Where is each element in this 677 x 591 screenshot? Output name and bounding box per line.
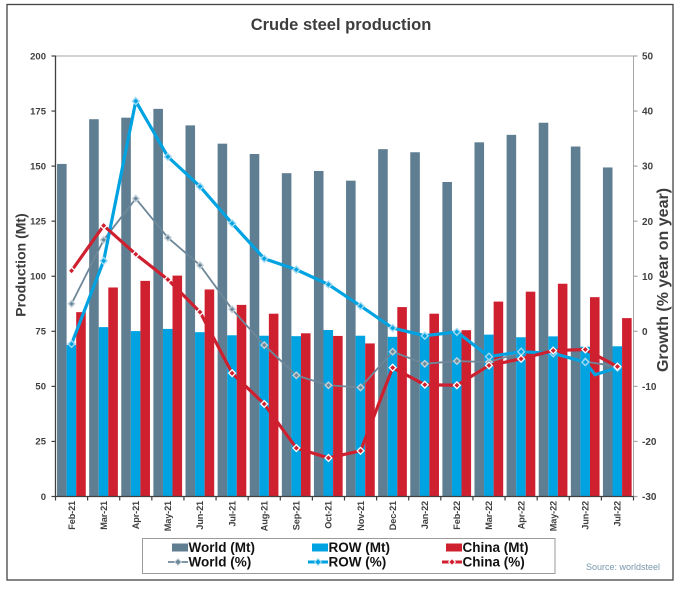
svg-text:-20: -20: [642, 437, 657, 448]
svg-text:10: 10: [642, 272, 654, 283]
svg-text:Jul-22: Jul-22: [613, 501, 623, 527]
svg-text:China (%): China (%): [463, 555, 525, 570]
svg-text:25: 25: [35, 437, 46, 448]
svg-text:Production (Mt): Production (Mt): [13, 213, 29, 316]
svg-text:Source: worldsteel: Source: worldsteel: [586, 562, 660, 572]
svg-text:Oct-21: Oct-21: [324, 501, 334, 529]
svg-text:World (Mt): World (Mt): [189, 540, 255, 555]
svg-text:40: 40: [642, 107, 654, 118]
svg-text:30: 30: [642, 162, 654, 173]
svg-text:125: 125: [30, 216, 47, 227]
svg-text:-10: -10: [642, 382, 657, 393]
svg-text:China (Mt): China (Mt): [463, 540, 529, 555]
svg-text:ROW (%): ROW (%): [329, 555, 387, 570]
svg-text:May-22: May-22: [548, 501, 558, 531]
svg-text:Mar-21: Mar-21: [99, 501, 109, 530]
svg-text:May-21: May-21: [163, 501, 173, 531]
svg-text:Feb-21: Feb-21: [67, 501, 77, 530]
svg-text:World (%): World (%): [189, 555, 252, 570]
svg-text:100: 100: [30, 272, 46, 283]
svg-text:175: 175: [30, 106, 47, 117]
svg-text:Mar-22: Mar-22: [484, 501, 494, 530]
svg-text:Apr-21: Apr-21: [131, 501, 141, 529]
svg-text:Jun-21: Jun-21: [195, 501, 205, 530]
svg-text:ROW (Mt): ROW (Mt): [329, 540, 390, 555]
svg-text:150: 150: [30, 161, 46, 172]
svg-text:50: 50: [642, 52, 654, 63]
svg-text:200: 200: [30, 51, 46, 62]
svg-text:50: 50: [35, 382, 46, 393]
svg-text:Jul-21: Jul-21: [227, 501, 237, 527]
svg-text:Nov-21: Nov-21: [356, 501, 366, 531]
svg-text:Crude steel production: Crude steel production: [251, 16, 432, 34]
svg-text:Dec-21: Dec-21: [388, 501, 398, 530]
svg-text:20: 20: [642, 217, 654, 228]
svg-text:Apr-22: Apr-22: [516, 501, 526, 529]
svg-text:Aug-21: Aug-21: [259, 501, 269, 531]
svg-text:Sep-21: Sep-21: [292, 501, 302, 530]
svg-text:75: 75: [35, 327, 46, 338]
svg-text:Jan-22: Jan-22: [420, 501, 430, 529]
svg-text:-30: -30: [642, 492, 657, 503]
svg-text:Growth (% year on year): Growth (% year on year): [655, 188, 672, 372]
svg-text:0: 0: [642, 327, 648, 338]
svg-text:0: 0: [41, 492, 46, 503]
svg-text:Jun-22: Jun-22: [581, 501, 591, 530]
svg-text:Feb-22: Feb-22: [452, 501, 462, 530]
